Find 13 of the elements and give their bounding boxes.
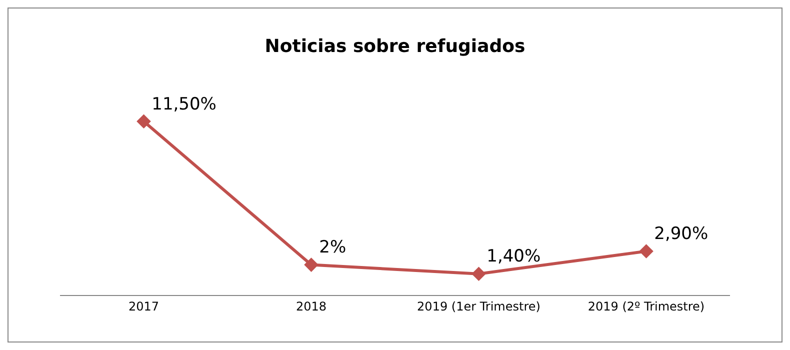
data-label: 11,50% [152, 94, 216, 114]
point [136, 114, 151, 129]
point [472, 266, 486, 282]
data-label: 1,40% [486, 246, 541, 267]
data-label: 2,90% [654, 224, 708, 244]
point [304, 258, 318, 272]
data-label: 2% [319, 238, 346, 258]
x-tick-label: 2019 (1er Trimestre) [417, 299, 540, 314]
x-tick-label: 2017 [128, 299, 160, 314]
chart-title: Noticias sobre refugiados [264, 36, 526, 57]
point [639, 244, 654, 258]
x-tick-label: 2019 (2º Trimestre) [588, 299, 705, 314]
x-tick-label: 2018 [296, 299, 327, 314]
